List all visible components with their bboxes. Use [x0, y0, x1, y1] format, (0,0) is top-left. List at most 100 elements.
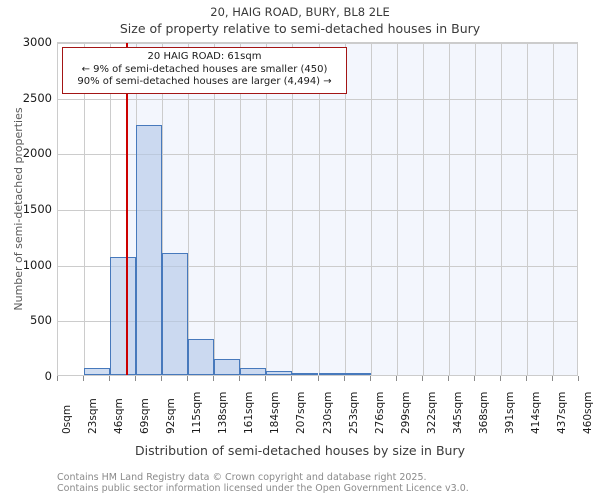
x-tick-mark	[551, 376, 553, 381]
x-tick-mark	[161, 376, 163, 381]
x-tick-label: 161sqm	[243, 391, 256, 434]
y-tick-label: 1000	[22, 257, 52, 272]
x-tick-label: 437sqm	[555, 391, 568, 434]
histogram-bar	[188, 339, 215, 375]
x-tick-mark	[421, 376, 423, 381]
x-axis-title: Distribution of semi-detached houses by …	[135, 443, 465, 458]
gridline-vertical	[188, 43, 190, 375]
gridline-horizontal	[58, 154, 577, 156]
x-tick-mark	[525, 376, 527, 381]
gridline-vertical	[318, 43, 320, 375]
gridline-vertical	[526, 43, 528, 375]
gridline-vertical	[500, 43, 502, 375]
x-tick-label: 0sqm	[61, 404, 73, 434]
plot-area	[57, 42, 578, 376]
x-tick-mark	[499, 376, 501, 381]
footer-attribution: Contains HM Land Registry data © Crown c…	[57, 472, 597, 494]
annotation-line-2: ← 9% of semi-detached houses are smaller…	[81, 63, 328, 75]
plot-shaded-region	[127, 43, 577, 375]
y-tick-label: 3000	[22, 35, 52, 49]
histogram-bar	[110, 257, 137, 375]
x-tick-mark	[213, 376, 215, 381]
x-tick-mark	[578, 376, 579, 381]
x-tick-label: 253sqm	[347, 391, 360, 434]
gridline-vertical	[162, 43, 164, 375]
x-tick-label: 184sqm	[269, 391, 282, 434]
x-tick-label: 299sqm	[399, 391, 412, 434]
x-tick-mark	[187, 376, 189, 381]
x-tick-label: 414sqm	[529, 391, 542, 434]
x-axis-ticks: 0sqm 23sqm 46sqm 69sqm 92sqm 115sqm 138sqm 161s…	[0, 376, 600, 438]
x-tick-label: 69sqm	[139, 398, 152, 434]
histogram-bar	[318, 373, 345, 375]
y-tick-label: 0	[44, 369, 52, 383]
gridline-horizontal	[58, 43, 577, 44]
title-block: 20, HAIG ROAD, BURY, BL8 2LE Size of pro…	[0, 4, 600, 38]
x-tick-mark	[57, 376, 58, 381]
y-tick-label: 500	[30, 313, 52, 328]
gridline-vertical	[448, 43, 450, 375]
y-tick-label: 1500	[22, 202, 52, 216]
gridline-horizontal	[58, 98, 577, 100]
gridline-vertical	[292, 43, 294, 375]
y-tick-label: 2000	[22, 146, 52, 161]
annotation-line-1: 20 HAIG ROAD: 61sqm	[147, 51, 262, 62]
annotation-line-3: 90% of semi-detached houses are larger (…	[77, 76, 332, 87]
histogram-bar	[292, 373, 319, 375]
gridline-vertical	[552, 43, 554, 375]
footer-line-1: Contains HM Land Registry data © Crown c…	[57, 472, 427, 483]
gridline-vertical	[422, 43, 424, 375]
gridline-vertical	[396, 43, 398, 375]
x-tick-mark	[395, 376, 397, 381]
histogram-bar	[344, 373, 371, 375]
histogram-bar	[240, 367, 267, 375]
x-tick-label: 230sqm	[321, 391, 334, 434]
x-tick-label: 460sqm	[582, 391, 594, 434]
x-tick-mark	[317, 376, 319, 381]
x-tick-label: 115sqm	[191, 391, 204, 434]
x-tick-label: 368sqm	[477, 391, 490, 434]
x-tick-label: 391sqm	[503, 391, 516, 434]
annotation-callout: 20 HAIG ROAD: 61sqm ← 9% of semi-detache…	[62, 47, 347, 94]
chart-title: 20, HAIG ROAD, BURY, BL8 2LE	[210, 5, 390, 19]
chart-subtitle: Size of property relative to semi-detach…	[119, 21, 481, 36]
x-tick-label: 276sqm	[373, 391, 386, 434]
gridline-vertical	[214, 43, 216, 375]
x-tick-mark	[369, 376, 371, 381]
x-tick-label: 46sqm	[113, 398, 126, 434]
property-size-marker-line	[126, 43, 129, 375]
histogram-bar	[136, 124, 163, 375]
x-tick-label: 23sqm	[87, 398, 100, 434]
histogram-bar	[162, 252, 189, 375]
histogram-bar	[266, 370, 293, 375]
gridline-vertical	[110, 43, 112, 375]
y-tick-label: 2500	[22, 90, 52, 105]
gridline-vertical	[344, 43, 346, 375]
gridline-vertical	[240, 43, 242, 375]
x-tick-mark	[447, 376, 449, 381]
x-tick-mark	[265, 376, 267, 381]
gridline-vertical	[474, 43, 476, 375]
y-axis-ticks: 0 500 1000 1500 2000 2500 3000	[0, 0, 52, 500]
x-tick-label: 92sqm	[165, 398, 178, 434]
gridline-horizontal	[58, 321, 577, 323]
histogram-bar	[84, 368, 111, 375]
x-tick-label: 138sqm	[217, 391, 230, 434]
gridline-horizontal	[58, 210, 577, 211]
histogram-bar	[214, 358, 241, 375]
gridline-vertical	[266, 43, 268, 375]
x-tick-mark	[135, 376, 137, 381]
x-tick-mark	[109, 376, 111, 381]
x-tick-mark	[83, 376, 85, 381]
gridline-horizontal	[58, 265, 577, 267]
x-tick-mark	[239, 376, 241, 381]
gridline-vertical	[370, 43, 372, 375]
x-tick-mark	[291, 376, 293, 381]
x-tick-label: 345sqm	[451, 391, 464, 434]
x-tick-mark	[343, 376, 345, 381]
x-tick-mark	[473, 376, 475, 381]
x-tick-label: 322sqm	[425, 391, 438, 434]
x-tick-label: 207sqm	[295, 391, 308, 434]
footer-line-2: Contains public sector information licen…	[57, 483, 469, 494]
gridline-vertical	[84, 43, 86, 375]
